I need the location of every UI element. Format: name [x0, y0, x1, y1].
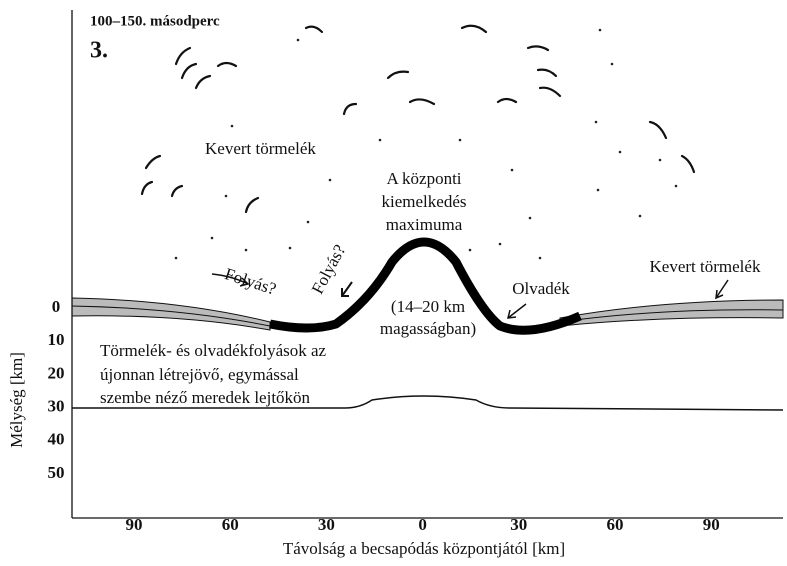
x-tick-label: 90: [703, 515, 720, 534]
label: (14–20 km: [391, 297, 465, 316]
label: Folyás?: [308, 241, 350, 297]
layers: [71, 237, 784, 411]
x-tick-label: 60: [607, 515, 624, 534]
y-tick-label: 20: [48, 363, 65, 382]
y-tick-label: 40: [48, 430, 65, 449]
y-tick-label: 10: [48, 330, 65, 349]
label: Folyás?: [222, 264, 278, 298]
x-tick-label: 30: [318, 515, 335, 534]
x-tick-label: 90: [126, 515, 143, 534]
label: magasságban): [380, 319, 476, 338]
label: maximuma: [386, 215, 463, 234]
label: A központi: [386, 169, 461, 188]
x-tick-label: 0: [418, 515, 427, 534]
axes: [71, 10, 783, 519]
y-tick-label: 30: [48, 397, 65, 416]
y-tick-label: 0: [52, 297, 61, 316]
debris: [140, 24, 696, 260]
label: Kevert törmelék: [650, 257, 761, 276]
panel-number: 3.: [90, 38, 108, 64]
label: Olvadék: [512, 279, 570, 298]
y-axis-label: Mélység [km]: [7, 352, 26, 448]
label: kiemelkedés: [382, 192, 467, 211]
label: Kevert törmelék: [205, 139, 316, 158]
label: szembe néző meredek lejtőkön: [100, 388, 311, 407]
label: újonnan létrejövő, egymással: [100, 365, 299, 384]
time-label: 100–150. másodperc: [90, 13, 220, 29]
x-tick-label: 60: [222, 515, 239, 534]
x-tick-label: 30: [510, 515, 527, 534]
label: Törmelék- és olvadékfolyások az: [100, 341, 327, 360]
x-axis-label: Távolság a becsapódás központjától [km]: [283, 539, 565, 558]
y-tick-label: 50: [48, 463, 65, 482]
